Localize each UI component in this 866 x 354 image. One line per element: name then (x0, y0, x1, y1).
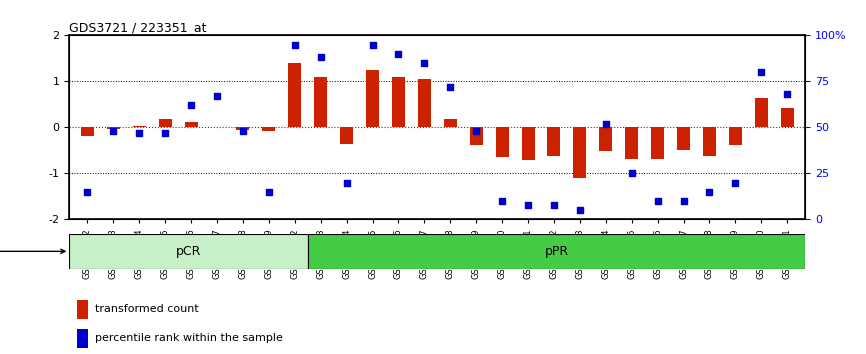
Point (676, 198, 690, 204)
Point (391, 51, 405, 57)
Bar (236, 127, 249, 130)
Bar (107, 127, 120, 129)
Text: GDS3721 / 223351_at: GDS3721 / 223351_at (69, 21, 207, 34)
Point (547, 202, 561, 207)
Bar (69, 234, 307, 269)
Point (184, 103, 198, 108)
Text: pPR: pPR (545, 245, 569, 258)
Bar (340, 127, 353, 144)
Point (236, 128, 250, 134)
Point (780, 91, 794, 97)
Bar (547, 127, 560, 156)
Bar (132, 126, 145, 127)
Bar (77, 300, 87, 319)
Point (107, 128, 120, 134)
Point (262, 189, 275, 195)
Point (624, 171, 638, 176)
Point (313, 55, 327, 60)
Bar (625, 127, 638, 159)
Point (365, 42, 379, 47)
Bar (184, 122, 197, 127)
Bar (77, 329, 87, 348)
Point (210, 93, 224, 99)
Bar (314, 77, 327, 127)
Text: disease state: disease state (0, 246, 65, 256)
Bar (366, 70, 379, 127)
Point (754, 69, 768, 75)
Bar (418, 79, 431, 127)
Point (288, 42, 301, 47)
Text: transformed count: transformed count (95, 304, 199, 314)
Point (702, 189, 716, 195)
Point (469, 128, 483, 134)
Point (158, 130, 172, 136)
Bar (262, 127, 275, 131)
Bar (495, 127, 508, 157)
Point (573, 207, 587, 213)
Point (417, 60, 431, 66)
Text: percentile rank within the sample: percentile rank within the sample (95, 333, 283, 343)
Bar (703, 127, 716, 156)
Bar (307, 234, 805, 269)
Bar (392, 77, 405, 127)
Bar (729, 127, 742, 145)
Bar (677, 127, 690, 150)
Bar (469, 127, 482, 145)
Bar (81, 127, 94, 136)
Point (521, 202, 535, 207)
Text: pCR: pCR (176, 245, 201, 258)
Bar (599, 127, 612, 152)
Point (339, 180, 353, 185)
Bar (651, 127, 664, 159)
Point (650, 198, 664, 204)
Bar (573, 127, 586, 178)
Point (599, 121, 613, 127)
Bar (158, 119, 171, 127)
Bar (781, 108, 794, 127)
Point (443, 84, 457, 90)
Bar (288, 63, 301, 127)
Bar (755, 97, 768, 127)
Point (81, 189, 94, 195)
Bar (521, 127, 534, 160)
Point (132, 130, 146, 136)
Point (728, 180, 742, 185)
Bar (443, 119, 456, 127)
Point (495, 198, 509, 204)
